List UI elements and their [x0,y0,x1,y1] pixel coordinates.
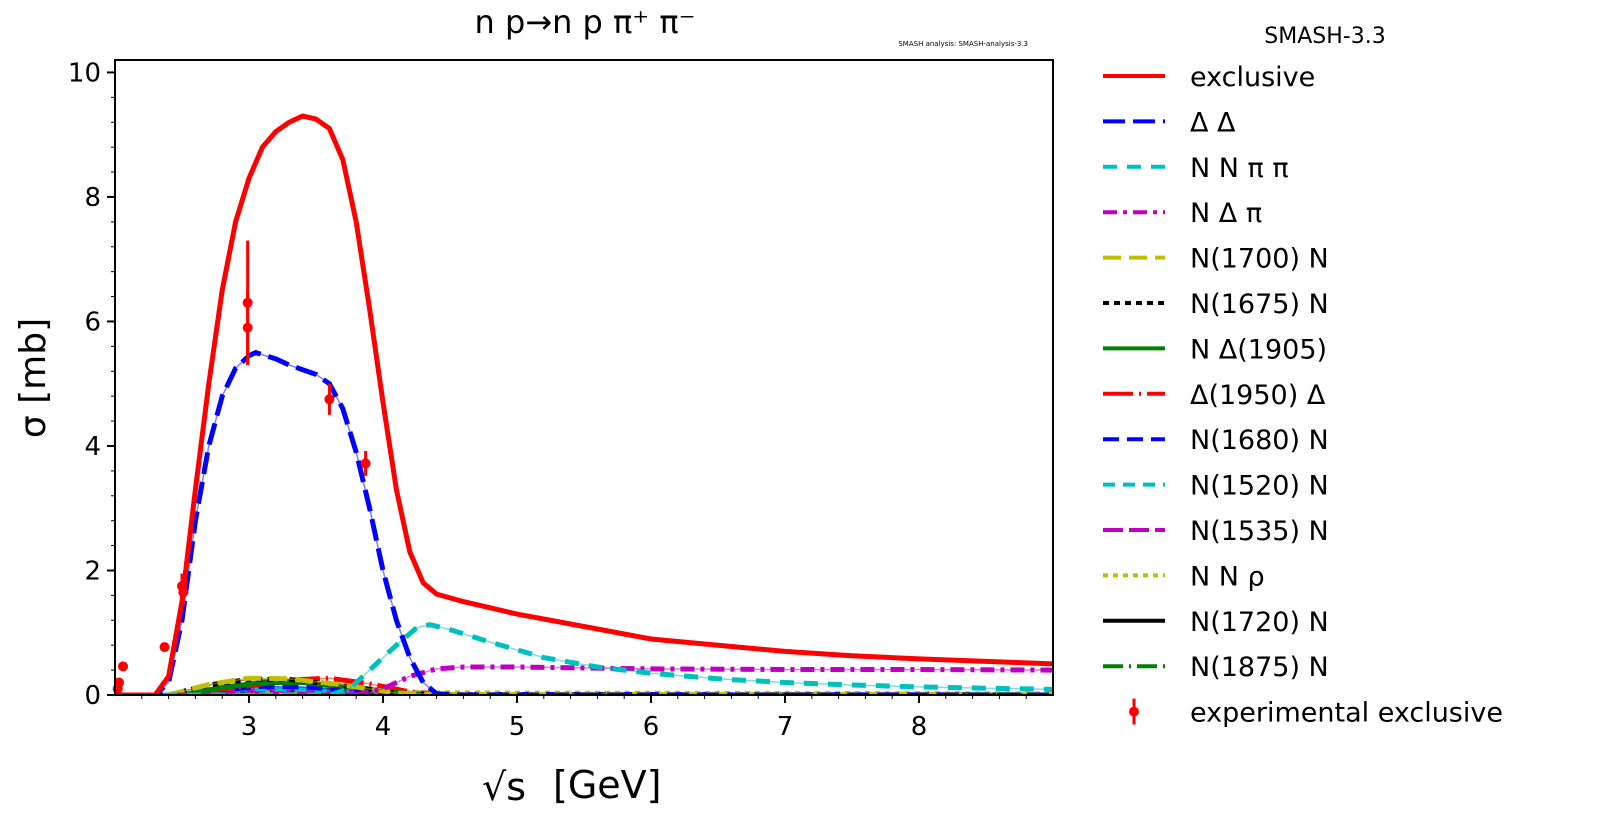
legend-item: N(1680) N [1103,425,1329,456]
legend-label: N(1675) N [1190,289,1329,320]
legend: exclusive Δ Δ N N π π N Δ π N(1700) N N(1675)… [1103,62,1503,729]
legend-item: N N π π [1103,153,1289,184]
experimental-point [159,642,170,653]
series-thin-line [115,115,1053,695]
legend-item: N Δ(1905) [1103,334,1327,365]
y-tick-label: 0 [84,681,101,711]
legend-label: N(1700) N [1190,244,1329,275]
legend-item: N(1675) N [1103,289,1329,320]
experimental-point [360,458,371,469]
series-line-n-1700-n [115,675,1053,695]
plot-area: 3 4 5 6 7 8 0 2 4 6 8 10 [68,58,1054,742]
y-tick-label: 8 [84,183,101,213]
x-tick-label: 7 [777,712,794,742]
legend-item: N(1700) N [1103,244,1329,275]
axes-frame [114,59,1054,696]
legend-item: Δ(1950) Δ [1103,380,1326,411]
x-tick-label: 8 [911,712,928,742]
legend-label: exclusive [1190,62,1315,93]
experimental-point [242,322,253,333]
legend-item: N(1875) N [1103,652,1329,683]
x-tick-label: 5 [509,712,526,742]
legend-label: experimental exclusive [1190,698,1503,729]
legend-title: SMASH-3.3 [1264,24,1385,49]
legend-item: N(1720) N [1103,607,1329,638]
legend-item: N Δ π [1103,198,1262,229]
y-tick-label: 4 [84,432,101,462]
legend-marker-icon [1129,706,1139,717]
x-tick-label: 3 [241,712,258,742]
legend-item: Δ Δ [1103,107,1236,138]
legend-label: N Δ(1905) [1190,334,1327,365]
experimental-point [178,587,189,598]
legend-label: N(1535) N [1190,516,1329,547]
x-axis-label: [GeV] [553,763,661,807]
legend-label: N Δ π [1190,198,1262,229]
legend-item: exclusive [1103,62,1315,93]
y-tick-label: 6 [84,307,101,337]
legend-item: N(1535) N [1103,516,1329,547]
watermark: SMASH analysis: SMASH-analysis-3.3 [898,40,1028,48]
y-axis-label: σ [mb] [13,318,54,438]
legend-label: N(1720) N [1190,607,1329,638]
chart-title: n p→n p π⁺ π⁻ [475,3,696,41]
series-line-- [115,349,1053,695]
legend-item: experimental exclusive [1129,698,1503,729]
series-thin-line [115,351,1053,695]
legend-label: N N π π [1190,153,1289,184]
legend-item: N(1520) N [1103,471,1329,502]
legend-label: N(1680) N [1190,425,1329,456]
x-axis-label-root: √s [482,765,526,809]
y-tick-label: 2 [84,556,101,586]
legend-label: N N ρ [1190,561,1265,592]
legend-label: Δ(1950) Δ [1190,380,1326,411]
x-tick-label: 4 [375,712,392,742]
series-line-n- [115,664,1053,695]
series-line-n-n- [115,622,1053,695]
legend-label: N(1520) N [1190,471,1329,502]
legend-item: N N ρ [1103,561,1265,592]
y-tick-label: 10 [68,58,101,88]
experimental-point [118,661,129,672]
x-tick-label: 6 [643,712,660,742]
series-line-exclusive [115,113,1053,695]
experimental-point [324,394,335,405]
legend-label: N(1875) N [1190,652,1329,683]
legend-label: Δ Δ [1190,107,1236,138]
experimental-point [114,677,125,688]
